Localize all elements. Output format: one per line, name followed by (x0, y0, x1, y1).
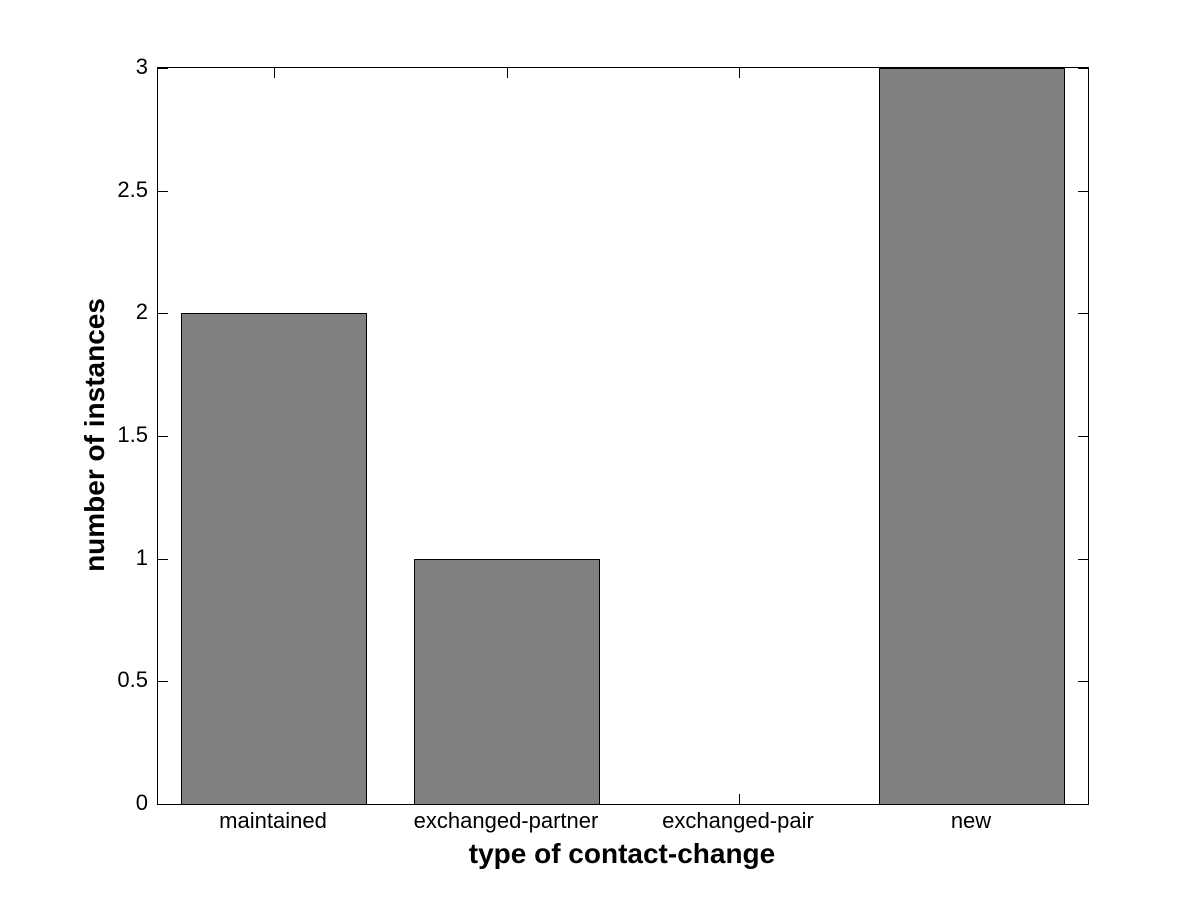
y-tick-1.5 (158, 436, 168, 437)
x-tick-label-maintained: maintained (219, 808, 327, 833)
y-tick-0 (1078, 804, 1088, 805)
x-tick-label-exchanged-partner: exchanged-partner (413, 808, 599, 833)
bar-exchanged-partner (414, 559, 600, 804)
y-tick-0.5 (1078, 681, 1088, 682)
x-tick-exchanged-pair (739, 68, 740, 78)
x-axis-label: type of contact-change (468, 838, 776, 869)
y-tick-2 (158, 313, 168, 314)
x-tick-exchanged-partner (507, 68, 508, 78)
y-tick-label-2.5: 2.5 (117, 177, 148, 202)
x-tick-exchanged-pair (739, 794, 740, 804)
y-tick-2.5 (1078, 191, 1088, 192)
y-tick-2 (1078, 313, 1088, 314)
bar-maintained (181, 313, 367, 804)
y-tick-label-0: 0 (135, 790, 148, 815)
x-tick-maintained (274, 68, 275, 78)
y-tick-1 (158, 559, 168, 560)
y-tick-1 (1078, 559, 1088, 560)
y-tick-label-1: 1 (135, 545, 148, 570)
y-tick-label-0.5: 0.5 (117, 667, 148, 692)
y-tick-3 (158, 68, 168, 69)
y-tick-0.5 (158, 681, 168, 682)
bar-new (879, 68, 1065, 804)
y-tick-label-2: 2 (135, 299, 148, 324)
y-tick-2.5 (158, 191, 168, 192)
x-tick-label-new: new (950, 808, 992, 833)
y-tick-label-3: 3 (135, 54, 148, 79)
x-tick-label-exchanged-pair: exchanged-pair (662, 808, 814, 833)
y-tick-3 (1078, 68, 1088, 69)
y-tick-1.5 (1078, 436, 1088, 437)
plot-area (157, 67, 1089, 805)
y-tick-0 (158, 804, 168, 805)
y-tick-label-1.5: 1.5 (117, 422, 148, 447)
